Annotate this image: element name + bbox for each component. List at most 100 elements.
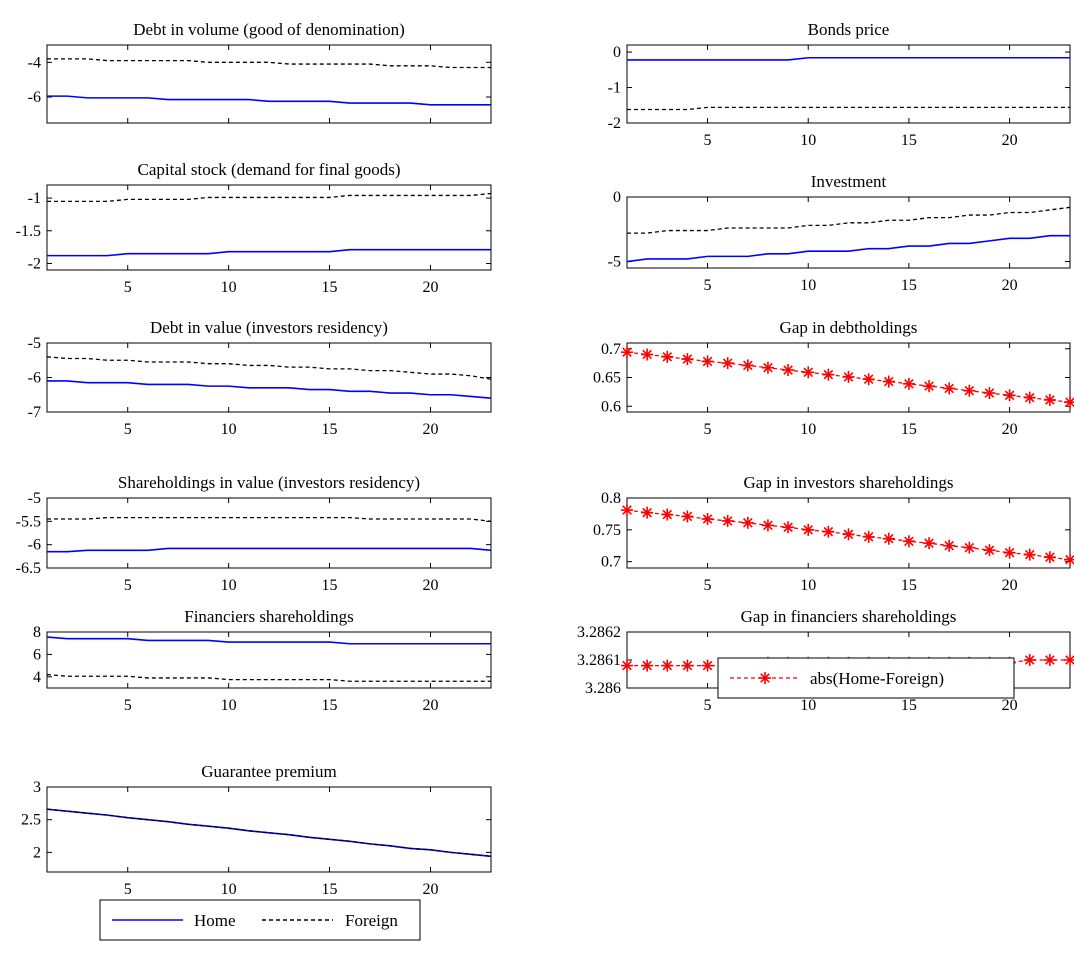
subplot-title: Gap in debtholdings <box>780 318 918 337</box>
y-tick-label: 3 <box>33 779 41 796</box>
x-tick-label: 15 <box>322 577 338 594</box>
legend-home-foreign: Home Foreign <box>99 899 421 941</box>
data-point-marker <box>621 659 633 672</box>
series-line-home <box>626 234 1070 263</box>
data-point-marker <box>761 519 774 532</box>
series-line-foreign <box>627 106 1070 111</box>
y-tick-label: 0.8 <box>601 490 621 507</box>
data-point-marker <box>902 535 915 548</box>
y-tick-label: -1 <box>608 80 621 97</box>
data-point-marker <box>842 528 855 541</box>
y-tick-label: 0 <box>613 44 621 61</box>
x-tick-label: 10 <box>800 132 816 149</box>
y-tick-label: -2 <box>608 115 621 132</box>
y-tick-label: 3.2862 <box>577 624 621 641</box>
x-tick-label: 5 <box>704 277 712 294</box>
x-tick-label: 10 <box>221 577 237 594</box>
series-line-foreign <box>46 356 492 380</box>
x-tick-label: 10 <box>800 421 816 438</box>
data-point-marker <box>681 353 694 366</box>
subplot-3: Capital stock (demand for final goods) -1… <box>16 160 492 296</box>
series-line-home <box>47 248 491 257</box>
x-tick-label: 15 <box>322 881 338 898</box>
data-point-marker <box>802 366 815 379</box>
series-line-foreign <box>47 516 492 522</box>
data-point-marker <box>1003 546 1016 559</box>
x-tick-label: 20 <box>422 421 438 438</box>
x-tick-label: 5 <box>704 421 712 438</box>
data-point-marker <box>862 373 875 386</box>
y-tick-label: 2 <box>33 844 41 861</box>
y-tick-label: -5 <box>28 490 41 507</box>
x-tick-label: 20 <box>422 279 438 296</box>
data-point-marker <box>1043 654 1056 666</box>
series-line-foreign <box>47 192 492 203</box>
data-point-marker <box>963 541 976 554</box>
x-tick-label: 10 <box>800 577 816 594</box>
data-point-marker <box>822 368 835 381</box>
y-tick-label: -5 <box>28 335 41 352</box>
x-tick-label: 15 <box>322 421 338 438</box>
data-point-marker <box>782 364 795 377</box>
data-point-marker <box>661 350 674 363</box>
subplot-11: Guarantee premium 3 2.5 2 5 10 15 20 <box>21 762 492 898</box>
legend-gap-marker <box>759 672 771 684</box>
x-tick-label: 20 <box>1002 697 1018 714</box>
y-tick-label: -1.5 <box>16 223 41 240</box>
data-point-marker <box>741 516 754 529</box>
data-point-marker <box>681 659 694 672</box>
series-line-abs-home-foreign <box>626 509 1071 561</box>
subplot-4: Investment 0 -5 5 10 15 20 <box>608 172 1071 294</box>
y-tick-label: -4 <box>28 54 41 71</box>
data-point-marker <box>641 659 654 672</box>
legend-star-marker <box>759 672 771 684</box>
data-point-marker <box>681 510 694 523</box>
data-point-marker <box>782 521 795 534</box>
data-point-marker <box>902 377 915 390</box>
data-point-marker <box>1023 548 1036 561</box>
x-tick-label: 15 <box>901 421 917 438</box>
subplot-title: Debt in volume (good of denomination) <box>133 20 404 39</box>
data-point-marker <box>842 370 855 383</box>
x-tick-label: 5 <box>124 577 132 594</box>
y-tick-label: 0.75 <box>593 522 621 539</box>
data-point-marker <box>983 387 996 400</box>
x-tick-label: 20 <box>1002 421 1018 438</box>
x-tick-label: 10 <box>800 697 816 714</box>
y-tick-label: 3.286 <box>585 680 621 697</box>
subplot-title: Guarantee premium <box>201 762 336 781</box>
data-point-marker <box>802 523 815 536</box>
x-tick-label: 5 <box>704 697 712 714</box>
y-tick-label: 4 <box>33 669 41 686</box>
series-line-home <box>627 56 1070 61</box>
data-point-marker <box>1043 551 1056 564</box>
y-tick-label: 0.65 <box>593 370 621 387</box>
series-line-foreign <box>627 206 1071 234</box>
y-tick-label: -6.5 <box>16 560 41 577</box>
data-point-marker <box>1064 654 1074 666</box>
subplot-title: Shareholdings in value (investors reside… <box>118 473 420 492</box>
plot-frame <box>626 497 1071 569</box>
data-point-marker <box>1023 654 1036 666</box>
subplot-title: Gap in investors shareholdings <box>743 473 953 492</box>
data-point-marker <box>882 375 895 388</box>
data-point-marker <box>1064 553 1074 566</box>
x-tick-label: 15 <box>901 577 917 594</box>
x-tick-label: 15 <box>901 697 917 714</box>
x-tick-label: 5 <box>124 881 132 898</box>
subplot-title: Financiers shareholdings <box>184 607 354 626</box>
plot-frame <box>46 184 492 271</box>
y-tick-label: 0 <box>613 189 621 206</box>
series-line-abs-home-foreign <box>626 351 1071 403</box>
subplot-grid: Debt in volume (good of denomination) -4 -… <box>16 20 1074 898</box>
data-point-marker <box>983 544 996 557</box>
subplot-8: Gap in investors shareholdings0.80.750.7… <box>593 473 1074 594</box>
plot-frame <box>46 44 492 124</box>
plot-frame <box>626 196 1071 269</box>
subplot-1: Debt in volume (good of denomination) -4 -… <box>28 20 492 124</box>
x-tick-label: 5 <box>704 132 712 149</box>
x-tick-label: 10 <box>221 697 237 714</box>
subplot-2: Bonds price 0 -1 -2 5 10 15 20 <box>608 20 1071 149</box>
y-tick-label: 8 <box>33 624 41 641</box>
